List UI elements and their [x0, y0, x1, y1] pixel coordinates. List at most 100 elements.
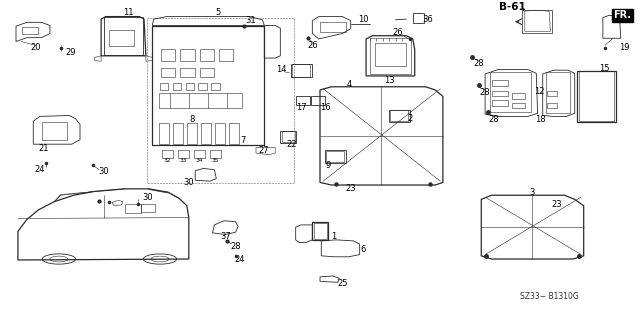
Bar — [210, 150, 221, 158]
Bar — [413, 13, 424, 23]
Text: 25: 25 — [337, 279, 348, 288]
Text: 28: 28 — [480, 88, 490, 97]
Text: 19: 19 — [619, 43, 629, 52]
Text: 26: 26 — [307, 41, 317, 50]
Bar — [292, 64, 310, 77]
Bar — [211, 83, 220, 90]
Text: 20: 20 — [30, 43, 40, 52]
Text: 15: 15 — [600, 64, 610, 73]
Text: 9: 9 — [325, 161, 330, 170]
Bar — [492, 100, 508, 106]
Bar — [291, 64, 312, 77]
Text: 22: 22 — [286, 140, 296, 149]
Bar — [104, 17, 143, 55]
Text: 30: 30 — [142, 193, 152, 202]
Text: 16: 16 — [320, 103, 331, 112]
Bar — [389, 110, 410, 122]
Text: 2: 2 — [407, 114, 412, 123]
Text: 30: 30 — [184, 178, 194, 187]
Text: 12: 12 — [534, 87, 544, 96]
Text: 13: 13 — [384, 76, 394, 85]
Bar — [229, 123, 239, 144]
Bar — [161, 49, 175, 61]
Bar — [512, 93, 525, 99]
Bar — [390, 110, 408, 121]
Bar — [186, 83, 194, 90]
Bar — [159, 123, 169, 144]
Text: 5: 5 — [215, 8, 220, 17]
Bar — [326, 151, 344, 162]
Text: 37: 37 — [220, 232, 230, 241]
Text: 11: 11 — [123, 8, 133, 17]
Text: SZ33− B1310G: SZ33− B1310G — [520, 292, 579, 300]
Bar — [200, 68, 214, 77]
Text: 21: 21 — [38, 144, 49, 153]
Text: 4: 4 — [346, 80, 351, 89]
Bar — [375, 43, 406, 66]
Text: 26: 26 — [393, 28, 403, 37]
Text: 23: 23 — [552, 200, 562, 209]
Text: 17: 17 — [296, 103, 307, 112]
Text: 18: 18 — [536, 115, 546, 124]
Text: 10: 10 — [358, 15, 369, 24]
Bar — [161, 68, 175, 77]
Text: 32: 32 — [164, 158, 172, 163]
Bar — [219, 49, 233, 61]
Bar — [215, 123, 225, 144]
Bar — [201, 123, 211, 144]
Bar — [198, 83, 207, 90]
Bar — [312, 222, 328, 240]
Bar — [296, 96, 310, 105]
Text: 36: 36 — [422, 15, 433, 24]
Bar — [42, 122, 67, 140]
Bar — [152, 26, 264, 145]
Bar — [492, 80, 508, 86]
Text: 24: 24 — [35, 165, 45, 174]
Bar — [547, 103, 557, 108]
Text: 35: 35 — [212, 158, 220, 163]
Text: B-61: B-61 — [499, 2, 525, 12]
Text: 24: 24 — [235, 255, 245, 264]
Text: 29: 29 — [65, 48, 76, 57]
Bar — [282, 131, 295, 142]
Bar — [314, 223, 327, 239]
Bar — [200, 49, 214, 61]
Text: 30: 30 — [99, 167, 109, 176]
Text: FR.: FR. — [613, 10, 631, 20]
Bar — [522, 10, 552, 33]
Text: 23: 23 — [346, 184, 356, 193]
Bar — [280, 131, 296, 143]
Text: 33: 33 — [180, 158, 188, 163]
Bar — [546, 72, 570, 113]
Bar — [173, 83, 181, 90]
Text: 7: 7 — [241, 136, 246, 145]
Bar — [109, 30, 134, 46]
Bar — [577, 71, 616, 122]
Bar — [325, 150, 346, 163]
Bar — [173, 123, 183, 144]
Bar — [180, 49, 195, 61]
Bar — [492, 91, 508, 96]
Text: 1: 1 — [332, 232, 337, 241]
Text: 28: 28 — [489, 115, 499, 124]
Bar — [320, 22, 346, 32]
Bar — [490, 72, 531, 112]
Bar — [194, 150, 205, 158]
Bar — [141, 204, 155, 212]
Text: 27: 27 — [259, 146, 269, 155]
Bar — [22, 27, 38, 34]
Text: 34: 34 — [196, 158, 204, 163]
Bar — [178, 150, 189, 158]
Bar — [579, 71, 614, 121]
Bar — [160, 83, 168, 90]
Text: 6: 6 — [361, 245, 366, 254]
Bar — [125, 204, 141, 213]
Text: 3: 3 — [530, 189, 535, 197]
Bar — [512, 103, 525, 108]
Bar — [187, 123, 197, 144]
Bar — [162, 150, 173, 158]
Text: 14: 14 — [276, 65, 287, 74]
Bar — [370, 38, 411, 74]
Text: 31: 31 — [246, 16, 256, 25]
Bar — [311, 96, 325, 105]
